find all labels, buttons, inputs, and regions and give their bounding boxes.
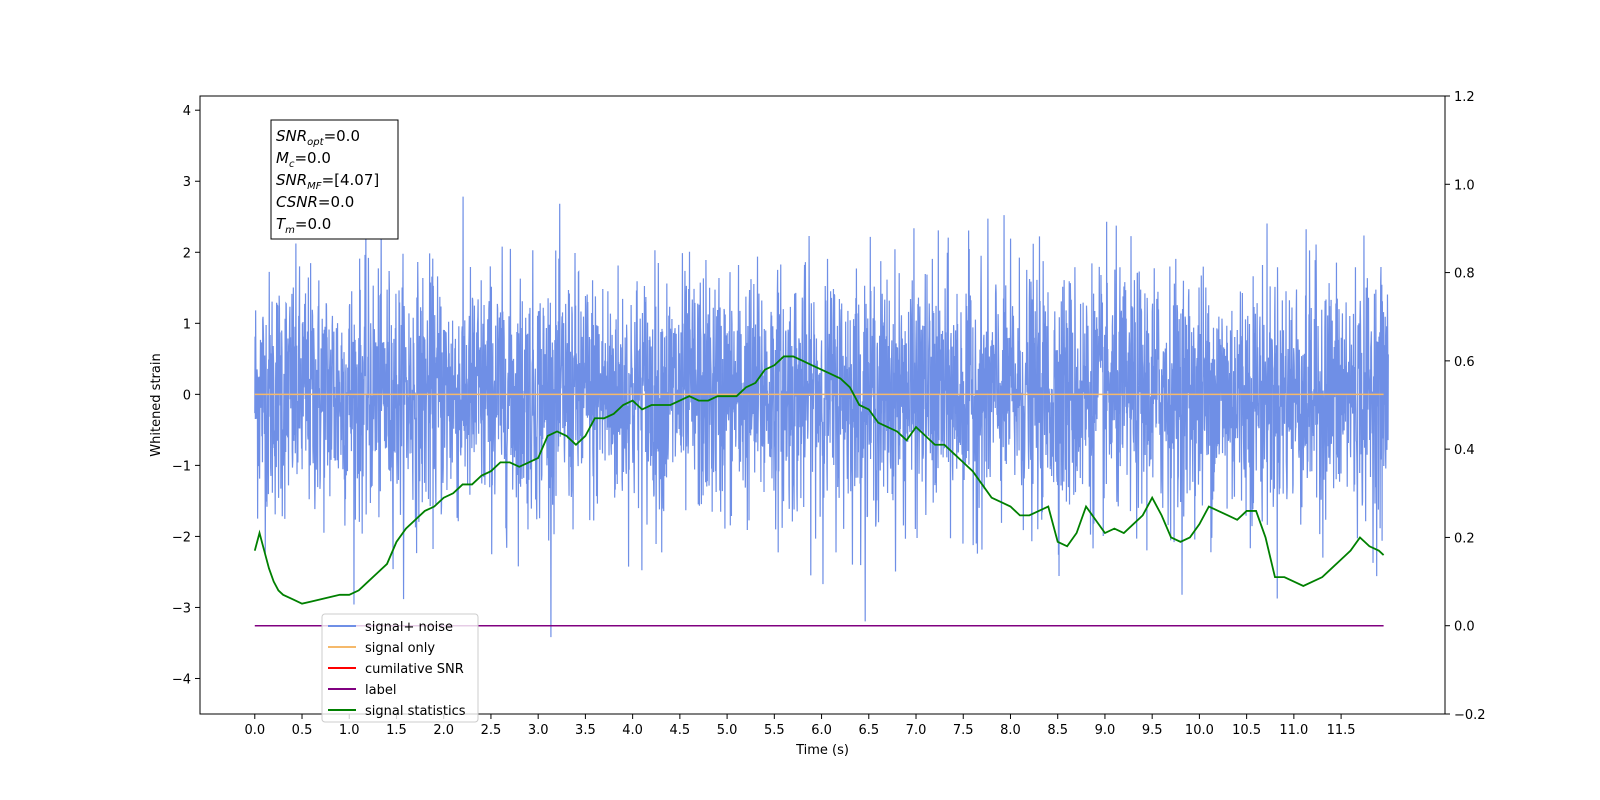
legend-label: signal only — [365, 641, 435, 656]
y-ticks-right: 1.2 1.0 0.8 0.6 0.4 0.2 0.0 −0.2 — [1445, 90, 1486, 723]
x-tick-label: 6.5 — [858, 723, 879, 738]
y-tick-label-left: 3 — [183, 175, 191, 190]
legend-frame — [321, 613, 479, 723]
y-tick-label-left: −2 — [172, 530, 191, 545]
series-line-4 — [253, 355, 1385, 605]
x-tick-label: 10.5 — [1232, 723, 1261, 738]
legend-label: signal+ noise — [365, 620, 453, 635]
x-tick-label: 5.0 — [717, 723, 738, 738]
x-tick-label: 4.5 — [670, 723, 691, 738]
x-tick-label: 1.5 — [386, 723, 407, 738]
x-tick-label: 0.0 — [244, 723, 265, 738]
x-tick-label: 8.0 — [1000, 723, 1021, 738]
annotation-line: SNRopt=0.0 — [276, 127, 360, 148]
legend: signal+ noise signal only cumilative SNR la… — [321, 613, 479, 723]
y-tick-label-right: 1.2 — [1454, 90, 1475, 105]
y-tick-label-right: 0.8 — [1454, 267, 1475, 282]
annotation-line: CSNR=0.0 — [276, 193, 354, 211]
y-axis-label-left: Whitened strain — [149, 353, 164, 456]
y-tick-label-left: −4 — [172, 672, 191, 687]
y-tick-label-left: 0 — [183, 388, 191, 403]
x-tick-label: 11.5 — [1327, 723, 1356, 738]
x-tick-label: 4.0 — [622, 723, 643, 738]
x-tick-label: 1.0 — [339, 723, 360, 738]
annotation-line: SNRMF=[4.07] — [276, 171, 379, 192]
x-tick-label: 3.0 — [528, 723, 549, 738]
x-tick-label: 6.0 — [811, 723, 832, 738]
x-ticks: 0.0 0.5 1.0 1.5 2.0 2.5 3.0 3.5 4.0 4.5 5.0 5.5 6.0 6… — [244, 714, 1356, 738]
x-tick-label: 3.5 — [575, 723, 596, 738]
annotation-frame — [270, 119, 399, 240]
y-tick-label-right: 0.2 — [1454, 531, 1475, 546]
legend-label: cumilative SNR — [365, 662, 464, 677]
x-tick-label: 10.0 — [1185, 723, 1214, 738]
x-axis-label: Time (s) — [795, 743, 849, 758]
legend-label: label — [365, 683, 396, 698]
x-tick-label: 2.5 — [481, 723, 502, 738]
x-tick-label: 9.5 — [1142, 723, 1163, 738]
y-tick-label-right: 1.0 — [1454, 178, 1475, 193]
y-tick-label-left: −3 — [172, 601, 191, 616]
x-tick-label: 9.0 — [1095, 723, 1116, 738]
x-tick-label: 7.0 — [906, 723, 927, 738]
series-signal-noise — [254, 196, 1389, 638]
y-tick-label-right: 0.4 — [1454, 443, 1475, 458]
y-tick-label-right: 0.6 — [1454, 355, 1475, 370]
axes-frame — [199, 95, 1446, 715]
y-tick-label-right: 0.0 — [1454, 620, 1475, 635]
noise-series-layer — [254, 196, 1389, 638]
y-tick-label-left: 1 — [183, 317, 191, 332]
x-tick-label: 0.5 — [292, 723, 313, 738]
x-tick-label: 11.0 — [1279, 723, 1308, 738]
y-tick-label-right: −0.2 — [1454, 708, 1486, 723]
y-ticks-left: 4 3 2 1 0 −1 −2 −3 −4 — [172, 104, 200, 687]
y-tick-label-left: 2 — [183, 246, 191, 261]
x-tick-label: 5.5 — [764, 723, 785, 738]
x-tick-label: 8.5 — [1047, 723, 1068, 738]
x-tick-label: 2.0 — [433, 723, 454, 738]
legend-label: signal statistics — [365, 704, 466, 719]
x-tick-label: 7.5 — [953, 723, 974, 738]
y-tick-label-left: −1 — [172, 459, 191, 474]
y-tick-label-left: 4 — [183, 104, 191, 119]
annotation-line: Tm=0.0 — [276, 215, 331, 236]
annotation-line: Mc=0.0 — [276, 149, 331, 170]
